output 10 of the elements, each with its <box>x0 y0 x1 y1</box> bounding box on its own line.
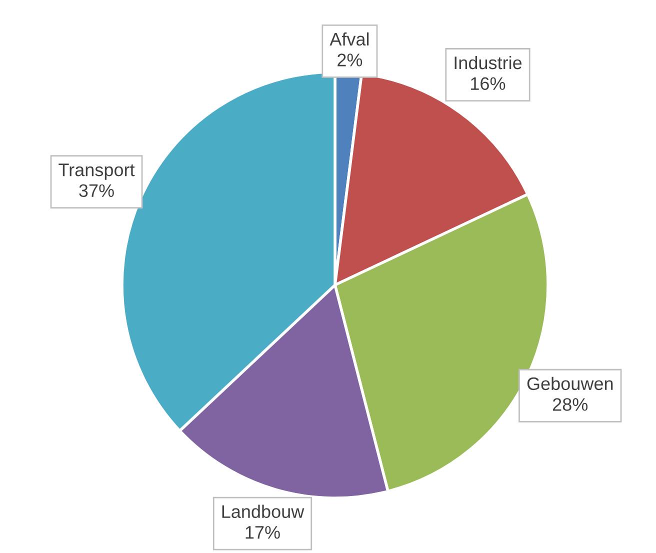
data-label: 28% <box>552 398 588 411</box>
data-label: 17% <box>246 526 280 539</box>
data-label: 16% <box>471 77 506 90</box>
slice-label: Gebouwen <box>527 376 613 390</box>
data-label: 37% <box>79 184 114 198</box>
slice-label: Industrie <box>454 56 522 70</box>
slice-label: Landbouw <box>222 504 304 518</box>
slice-label: Transport <box>58 164 135 180</box>
slice-label: Afval <box>330 32 369 46</box>
data-label: 2% <box>338 54 362 66</box>
